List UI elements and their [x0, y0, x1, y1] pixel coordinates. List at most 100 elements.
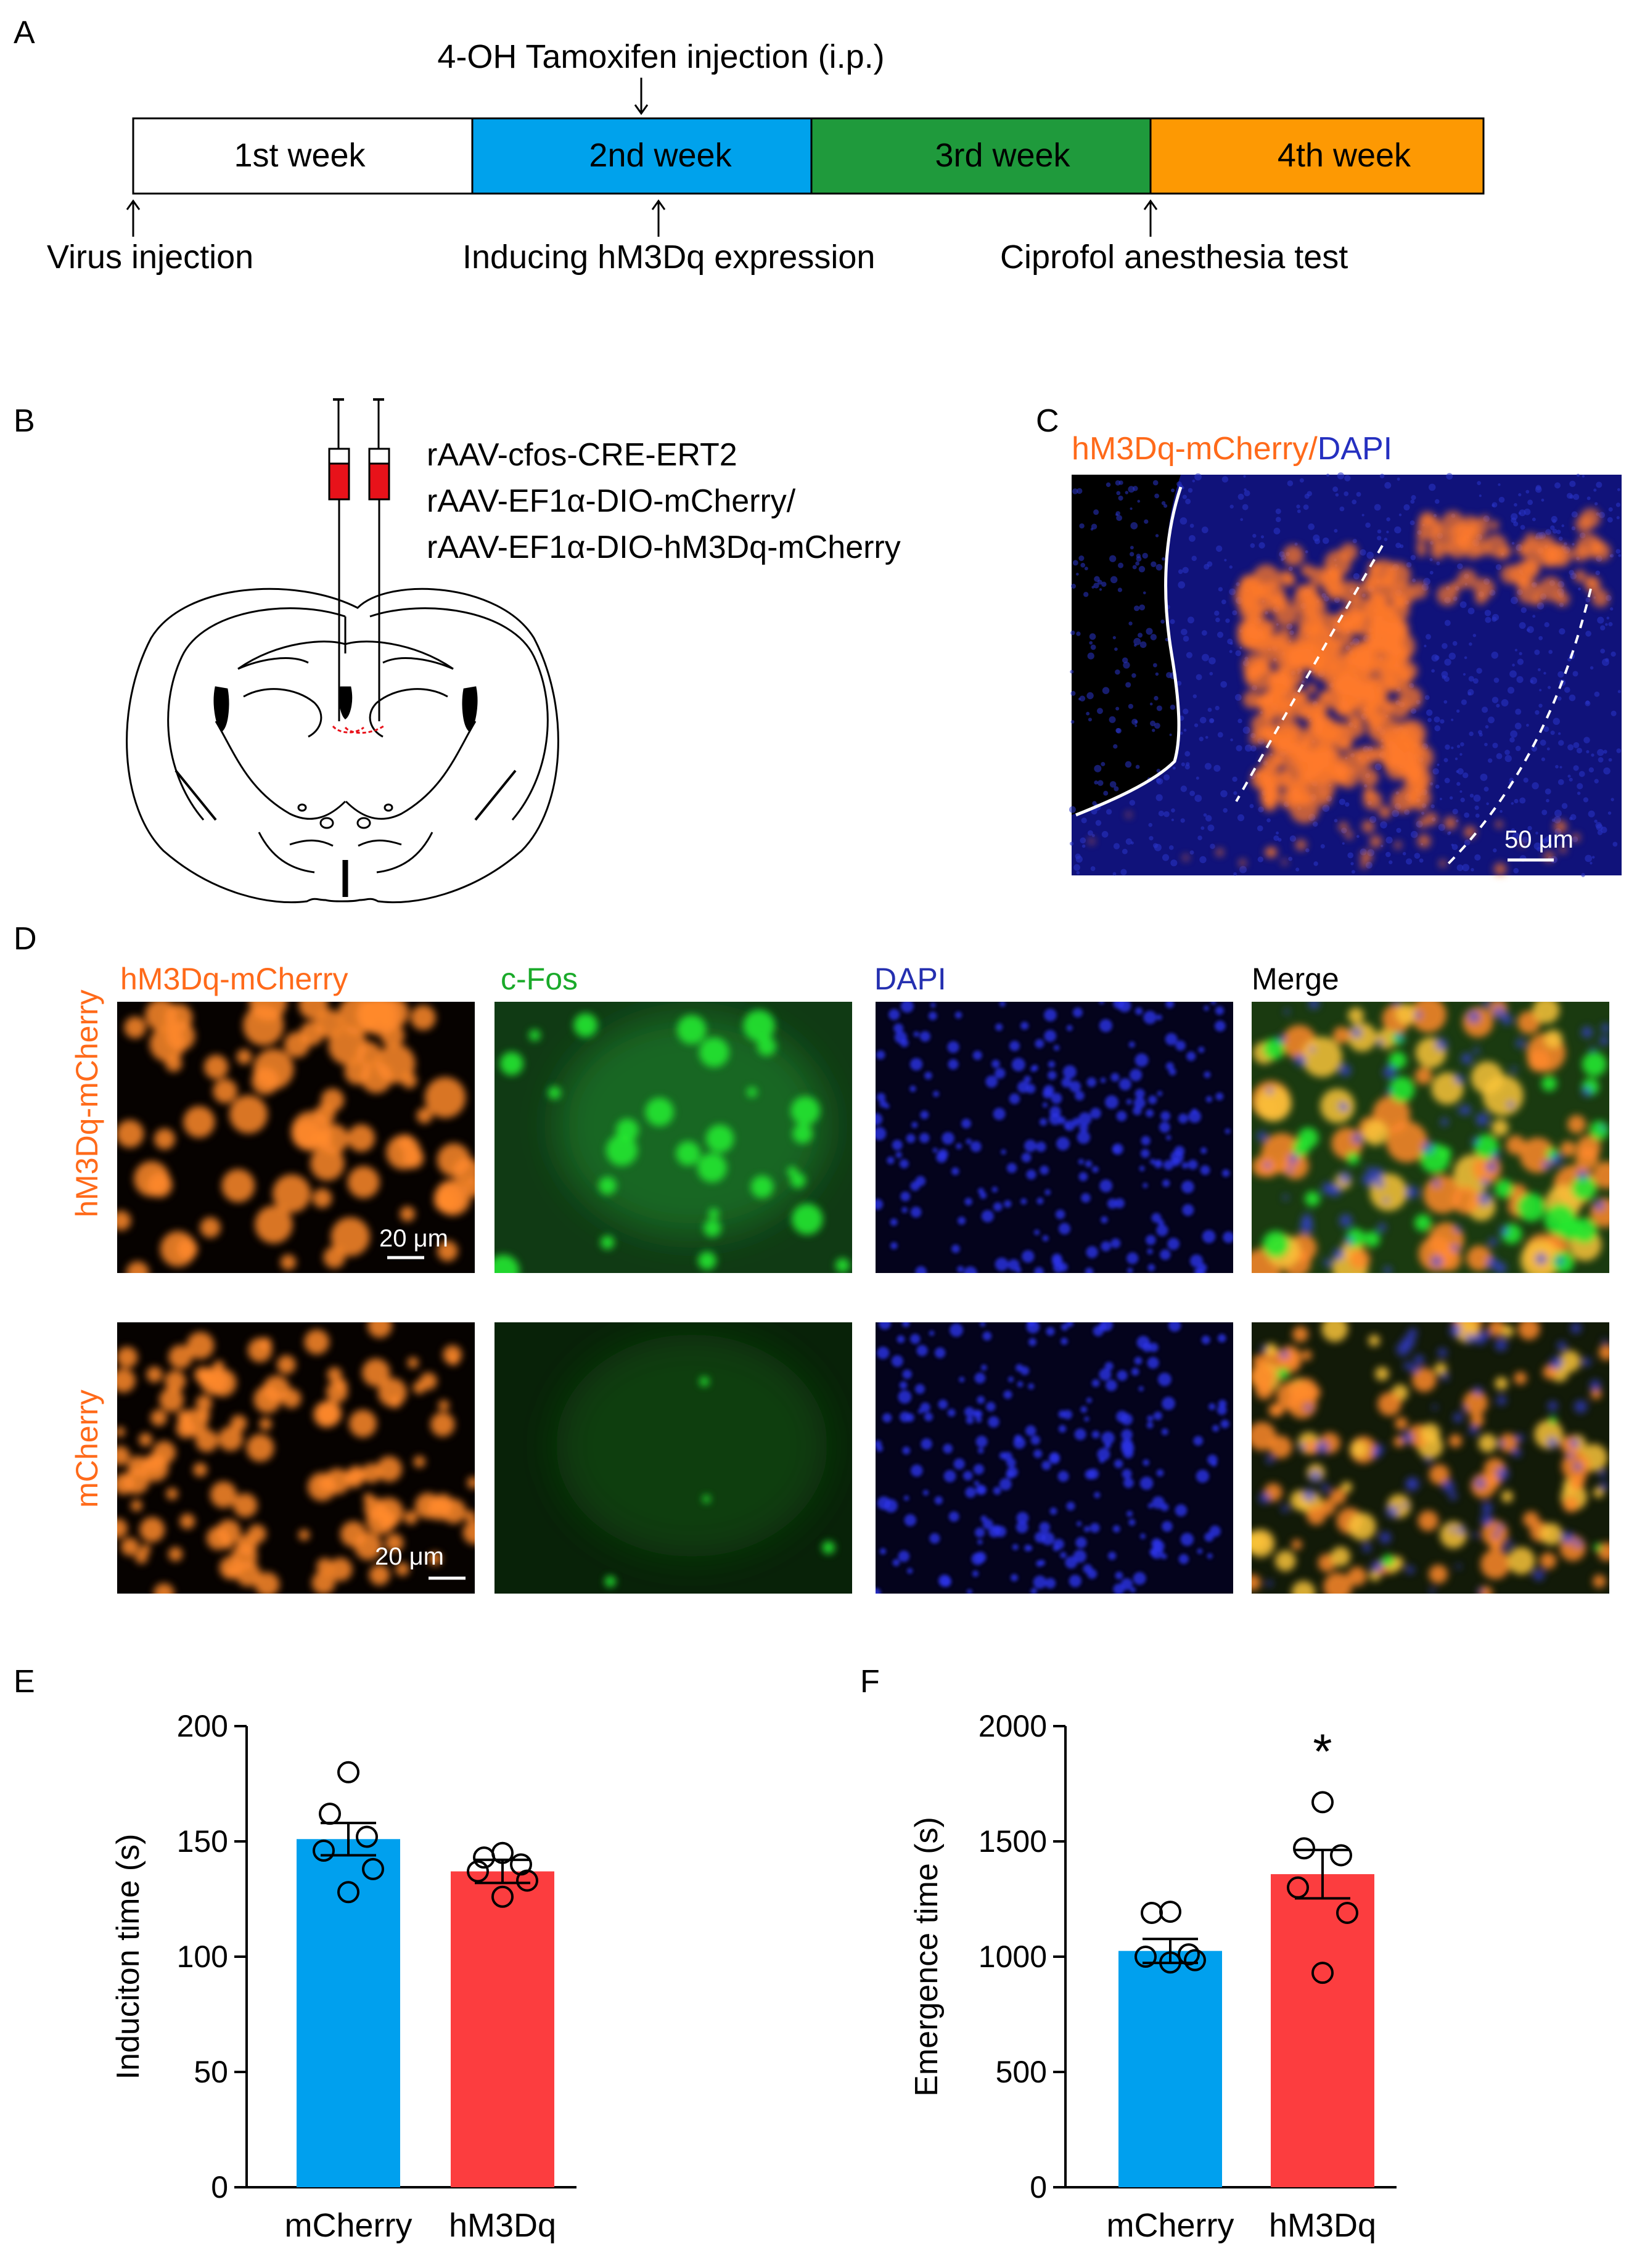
panel-c-title-orange: hM3Dq-mCherry [1072, 431, 1308, 467]
col-label-mcherry: hM3Dq-mCherry [120, 962, 348, 996]
micrograph-hm3dq-mcherry-channel [117, 1002, 475, 1273]
data-point [1336, 1901, 1358, 1924]
chart-f: 0 500 1000 1500 2000 Emergence time (s) mCherr… [909, 1709, 1397, 2244]
data-point [1178, 1943, 1200, 1966]
timeline-bar: 1st week 2nd week 3rd week 4th week [132, 117, 1485, 195]
x-tick-label: mCherry [284, 2207, 412, 2244]
y-tick-label: 100 [177, 1939, 228, 1974]
syringe-icon-right [368, 398, 390, 721]
micrograph-hm3dq-dapi-channel [876, 1002, 1233, 1273]
data-point [362, 1857, 384, 1880]
data-point [337, 1761, 359, 1783]
y-axis-label: Induciton time (s) [110, 1834, 146, 2080]
brain-schematic-icon [126, 587, 559, 904]
data-point [491, 1885, 514, 1908]
micrograph-mcherry-cfos-channel [494, 1322, 852, 1594]
micrograph-hm3dq-cfos-channel [494, 1002, 852, 1273]
chart-e: 0 50 100 150 200 Induciton time (s) mCherry hM3… [110, 1709, 577, 2244]
up-arrow-icon-induce [651, 199, 666, 237]
y-tick-label: 1500 [979, 1824, 1047, 1859]
panel-label-d: D [14, 921, 37, 957]
y-axis-label: Emergence time (s) [909, 1817, 945, 2097]
week-label-4: 4th week [1278, 137, 1411, 174]
week-label-2: 2nd week [589, 137, 732, 174]
panel-c-title-blue: DAPI [1318, 431, 1392, 467]
data-point [1287, 1876, 1309, 1899]
y-tick-label: 0 [1030, 2170, 1047, 2205]
week-label-1: 1st week [234, 137, 366, 174]
y-tick-label: 0 [211, 2170, 228, 2205]
data-point [516, 1869, 538, 1892]
significance-marker: * [1313, 1724, 1332, 1779]
virus-line-2: rAAV-EF1α-DIO-mCherry/ [427, 483, 796, 519]
virus-injection-label: Virus injection [47, 239, 253, 276]
bar-mcherry [1118, 1951, 1222, 2187]
data-point [1311, 1791, 1334, 1814]
micrograph-hm3dq-merge [1252, 1002, 1609, 1273]
y-tick-label: 500 [996, 2055, 1047, 2089]
injection-site-icon [332, 725, 384, 734]
scale-bar-c-label: 50 μm [1504, 826, 1574, 853]
ventricle-outline [1075, 486, 1183, 817]
x-tick-label: hM3Dq [449, 2207, 556, 2244]
panel-label-c: C [1036, 403, 1059, 439]
col-label-dapi: DAPI [874, 962, 946, 996]
panel-c-title-slash: / [1308, 431, 1318, 467]
data-point [356, 1825, 378, 1848]
bar-hm3dq [1271, 1874, 1374, 2187]
y-tick-label: 200 [177, 1709, 228, 1743]
data-point [1135, 1946, 1157, 1968]
y-tick-label: 1000 [979, 1939, 1047, 1974]
data-point [1159, 1901, 1181, 1923]
panel-c: C hM3Dq-mCherry/DAPI 50 μm [1036, 403, 1622, 877]
y-tick-label: 50 [194, 2055, 228, 2089]
micrograph-c: 50 μm [1069, 472, 1622, 877]
up-arrow-icon-test [1143, 199, 1158, 237]
scale-bar-d1-label: 20 μm [379, 1225, 448, 1252]
data-point [1293, 1837, 1315, 1860]
micrograph-mcherry-channel [117, 1322, 475, 1594]
data-point [1184, 1949, 1206, 1971]
bar-hm3dq [451, 1871, 554, 2187]
panel-c-title: hM3Dq-mCherry/DAPI [1072, 431, 1392, 467]
micrograph-mcherry-merge [1252, 1322, 1609, 1594]
data-point [467, 1860, 489, 1883]
virus-line-1: rAAV-cfos-CRE-ERT2 [427, 437, 737, 473]
tamoxifen-label: 4-OH Tamoxifen injection (i.p.) [437, 38, 884, 75]
panel-b: B [14, 398, 901, 904]
row-label-hm3dq: hM3Dq-mCherry [70, 989, 104, 1218]
row-label-mcherry: mCherry [70, 1390, 104, 1508]
micrograph-mcherry-dapi-channel [876, 1322, 1233, 1594]
syringe-icon-left [328, 398, 350, 721]
y-tick-label: 150 [177, 1824, 228, 1859]
x-tick-label: mCherry [1106, 2207, 1234, 2244]
micrograph-grid [117, 1002, 1609, 1594]
data-point [313, 1839, 335, 1862]
data-point [1141, 1901, 1163, 1924]
panel-label-b: B [14, 403, 35, 439]
inducing-label: Inducing hM3Dq expression [462, 239, 875, 276]
col-label-cfos: c-Fos [501, 962, 578, 996]
virus-line-3: rAAV-EF1α-DIO-hM3Dq-mCherry [427, 530, 901, 565]
week-box-4 [1149, 117, 1485, 195]
ciprofol-label: Ciprofol anesthesia test [1000, 239, 1348, 276]
data-point [319, 1803, 341, 1825]
up-arrow-icon-virus [126, 199, 141, 237]
week-label-3: 3rd week [935, 137, 1070, 174]
bar-mcherry [297, 1839, 400, 2187]
week-box-1 [132, 117, 474, 195]
y-tick-label: 2000 [979, 1709, 1047, 1743]
panel-label-a: A [14, 15, 35, 51]
down-arrow-icon [634, 78, 649, 115]
data-point [1330, 1844, 1352, 1867]
data-point [473, 1846, 495, 1869]
week-box-3 [810, 117, 1152, 195]
data-point [1159, 1951, 1181, 1974]
data-point [337, 1881, 359, 1904]
region-outline-left [1235, 545, 1384, 802]
week-box-2 [471, 117, 813, 195]
panel-label-f: F [860, 1664, 880, 1700]
panel-f: F 0 500 1000 1500 2000 Emergence time (s) mChe… [860, 1664, 1397, 2244]
panel-a: A 1st week 2nd week 3rd week 4th week 4-… [14, 15, 1485, 276]
